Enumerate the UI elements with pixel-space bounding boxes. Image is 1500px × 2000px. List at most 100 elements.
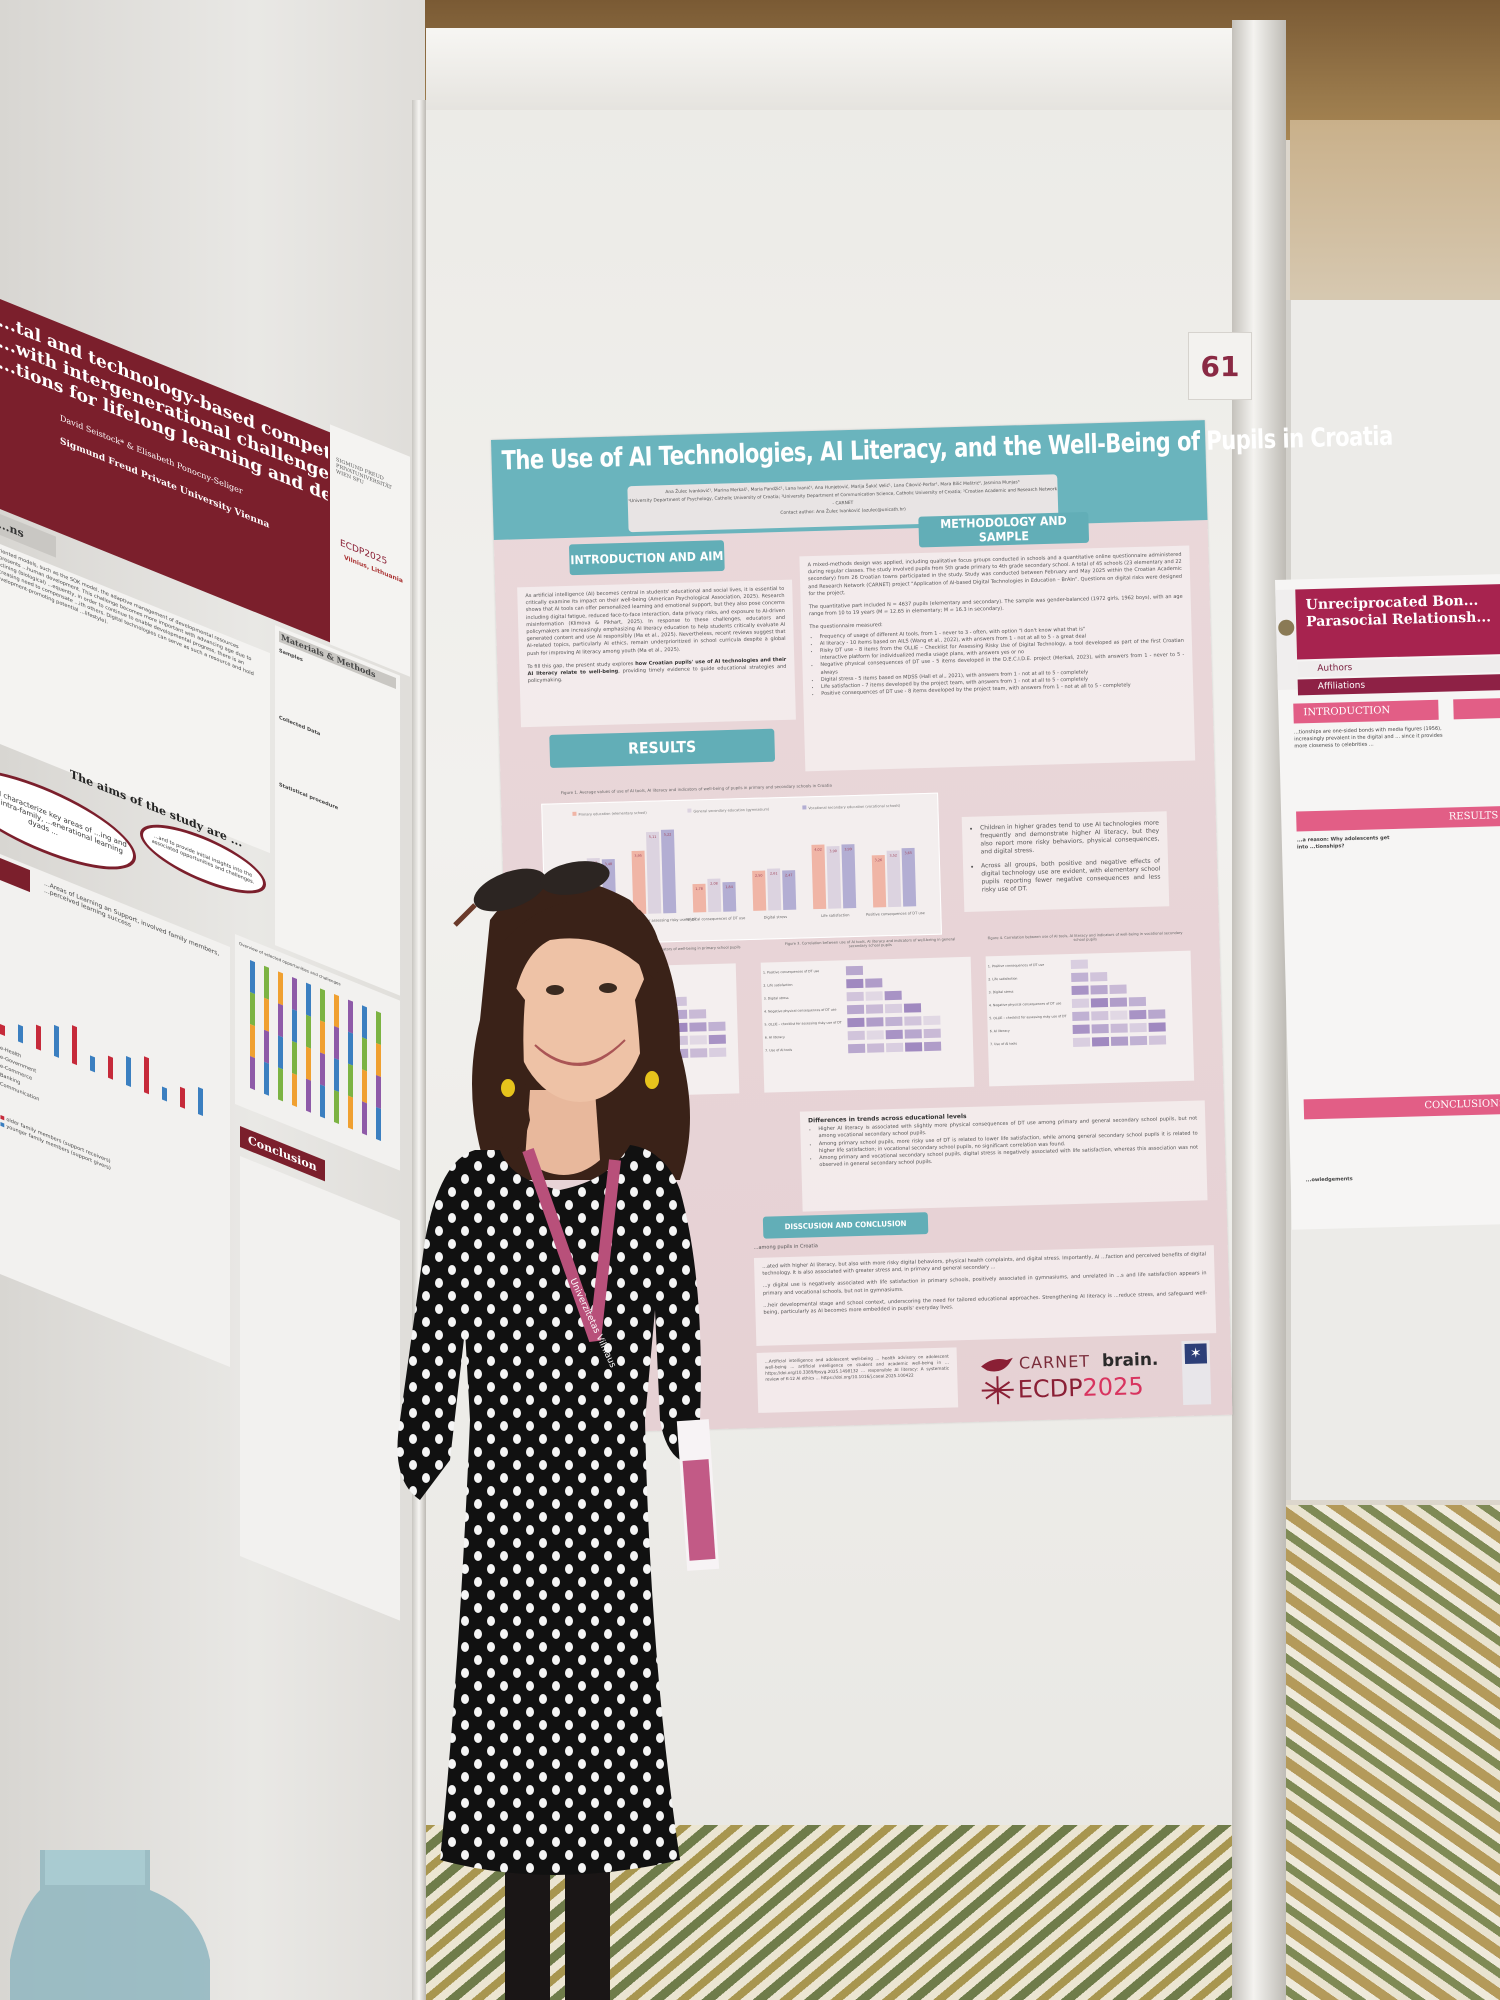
right-leg [565, 1850, 610, 2000]
heatmap-cell [865, 991, 883, 1001]
intro-text-box: As artificial intelligence (AI) becomes … [517, 579, 796, 728]
heatmap-cell [1148, 1009, 1166, 1019]
heatmap-row-label: 3. Digital stress [988, 989, 1014, 995]
intro-heading: INTRODUCTION [1293, 699, 1439, 724]
stacked-bar-segment [250, 1024, 255, 1059]
bar-value-label: 4,02 [814, 848, 822, 852]
heatmap-cell [865, 978, 883, 988]
board-top-frame [426, 28, 1286, 121]
bar [767, 868, 782, 911]
heatmap-cell [1090, 997, 1109, 1008]
heatmap-cell [846, 1004, 865, 1015]
bar-value-label: 5,11 [649, 835, 657, 839]
figure1-caption: Figure 1. Average values of use of AI to… [560, 782, 832, 796]
figure3-heatmap: 1. Positive consequences of DT use 2. Lif… [760, 956, 975, 1093]
bar [0, 1024, 5, 1037]
left-poster: ...tal and technology-based competencies… [0, 295, 420, 1969]
stacked-chart [250, 960, 390, 1147]
heatmap-cell [885, 1016, 903, 1027]
legend-label: younger family members (support givers) [6, 1123, 111, 1172]
bar-value-label: 3,48 [605, 862, 613, 866]
heatmap-cell [1071, 985, 1089, 996]
title-line: Parasocial Relationsh... [1305, 609, 1492, 631]
heatmap-cell [1128, 996, 1147, 1007]
heatmap-cell [1110, 1023, 1128, 1033]
bar [707, 878, 722, 913]
heatmap-cell [1071, 998, 1090, 1008]
intro-text: ...tionships are one-sided bonds with me… [1293, 725, 1443, 750]
heatmap-cell [1110, 1036, 1129, 1046]
poster-number: 61 [1188, 332, 1252, 400]
bar [126, 1055, 131, 1087]
results-bullets: Children in higher grades tend to use AI… [961, 811, 1170, 912]
heatmap-cell [866, 1017, 884, 1027]
heatmap-cell [1091, 1010, 1109, 1021]
bar [841, 844, 857, 909]
carpet [1262, 1505, 1500, 2000]
bar [90, 1055, 95, 1073]
heatmap-row-label: 6. AI literacy [989, 1028, 1010, 1034]
intro-heading-2 [1453, 698, 1500, 720]
results-heading: RESULTS [1296, 806, 1500, 832]
stacked-bar-segment [334, 993, 339, 1029]
bar [72, 1025, 77, 1066]
stacked-bar-segment [264, 965, 269, 1000]
left-eye [546, 985, 564, 995]
stacked-bar-segment [306, 1014, 311, 1049]
figure-heading: ...Areas of Learning an Support, involve… [44, 879, 220, 958]
heatmap-cell [923, 1041, 942, 1052]
logos: CARNET brain. ECDP2025 ✶ [977, 1340, 1219, 1415]
legend-label: General secondary education (gymnasium) [693, 807, 770, 813]
heatmap-cell [1148, 1035, 1167, 1045]
heatmap-cell [884, 1003, 903, 1014]
bar [692, 883, 707, 913]
category-label: OLLIE – checklist for assessing risky us… [614, 917, 697, 923]
bar-value-label: 2,08 [710, 882, 718, 886]
methodology-heading: METHODOLOGY AND SAMPLE [918, 511, 1090, 548]
bar [631, 850, 647, 915]
methodology-text-box: A mixed-methods design was applied, incl… [799, 545, 1196, 772]
heatmap-cell [847, 1017, 865, 1028]
earring-left [501, 1079, 515, 1097]
stacked-bar-segment [362, 1101, 367, 1136]
bar [646, 831, 662, 914]
board-frame-post-left [412, 100, 426, 2000]
stacked-bar-segment [306, 982, 311, 1017]
heatmap-cell [846, 991, 864, 1002]
heatmap-cell [845, 965, 864, 976]
stacked-bar-segment [278, 1003, 283, 1038]
bar [660, 829, 677, 914]
section-marker [0, 854, 30, 893]
bar-value-label: 2,47 [785, 873, 793, 877]
right-poster-title: Unreciprocated Bon... Parasocial Relatio… [1295, 584, 1500, 660]
stacked-bar-segment [292, 977, 297, 1012]
legend-label: older family members (support receivers) [6, 1116, 111, 1165]
ecdp-logo: ECDP2025 [1017, 1372, 1144, 1404]
heatmap-row-label: 5. OLLIE – checklist for assessing risky… [989, 1014, 1067, 1021]
heatmap-cell [885, 1029, 903, 1040]
bar [752, 870, 767, 911]
heatmap-cell [1109, 997, 1128, 1007]
bar-value-label: 3,52 [889, 854, 897, 858]
heatmap-cell [923, 1015, 941, 1026]
earring-right [645, 1071, 659, 1089]
figure4-heatmap: 1. Positive consequences of DT use 2. Lif… [985, 950, 1195, 1087]
intro-text: As artificial intelligence (AI) becomes … [525, 585, 786, 657]
heatmap-cell [1129, 1035, 1148, 1046]
results-question: ...a reason: Why adolescents get into ..… [1296, 835, 1390, 851]
heatmap-cell [885, 1042, 904, 1053]
heatmap-cell [923, 1028, 941, 1039]
heatmap-cell [884, 990, 902, 1001]
bar-value-label: 2,61 [770, 871, 778, 875]
bar [782, 870, 797, 911]
heatmap-cell [865, 1004, 884, 1014]
heatmap-cell [1091, 1023, 1109, 1034]
results-bullet: Across all groups, both positive and neg… [981, 857, 1161, 894]
heatmap-cell [846, 978, 864, 989]
chart-legend: ■ older family members (support receiver… [0, 1114, 111, 1173]
heatmap-row-label: 7. Use of AI tools [990, 1041, 1018, 1047]
results-list: Children in higher grades tend to use AI… [980, 820, 1161, 895]
bar-value-label: 3,99 [844, 847, 852, 851]
brain-logo: brain. [1101, 1349, 1159, 1372]
stacked-bar-segment [278, 1035, 283, 1070]
